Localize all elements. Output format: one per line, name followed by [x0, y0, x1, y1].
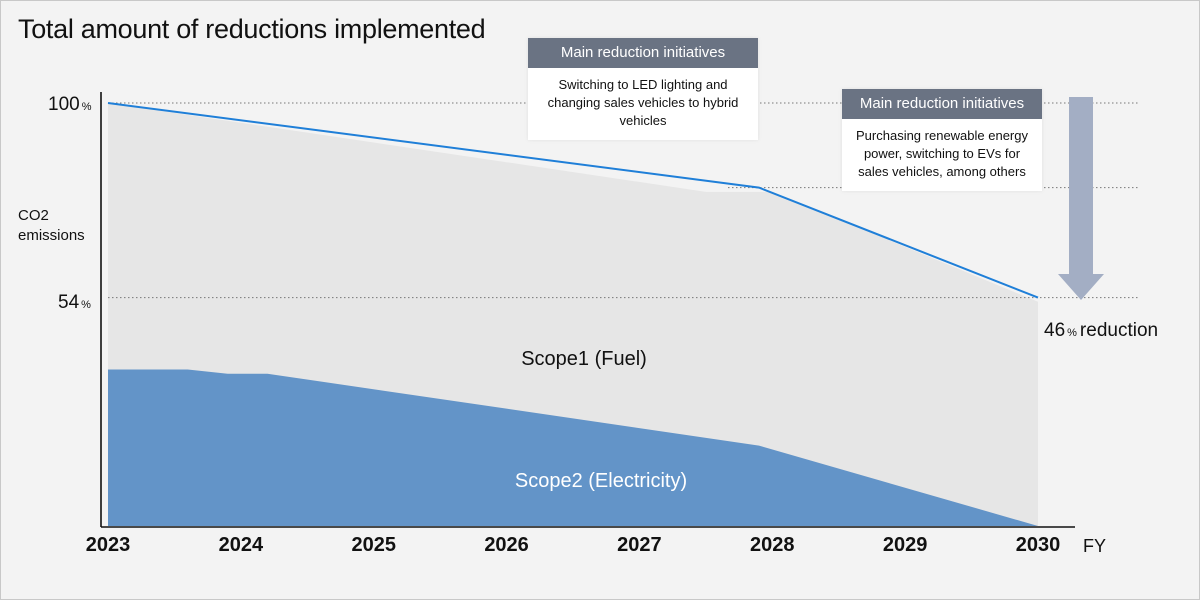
scope2-area — [108, 369, 1038, 526]
callout-2-header: Main reduction initiatives — [842, 89, 1042, 119]
y-tick-100: 100% — [48, 94, 91, 116]
y-tick-54-value: 54 — [58, 292, 80, 313]
y-tick-54-unit: % — [81, 299, 91, 311]
total-emissions-line — [107, 102, 1039, 299]
chart-title: Total amount of reductions implemented — [18, 14, 486, 44]
y-axis-label: CO2 emissions — [18, 207, 85, 244]
callout-initiatives-1: Main reduction initiatives Switching to … — [528, 38, 758, 140]
reduction-annotation: 46% reduction — [1044, 320, 1158, 342]
callout-initiatives-2: Main reduction initiatives Purchasing re… — [842, 89, 1042, 191]
x-tick-2030: 2030 — [1015, 534, 1061, 556]
x-tick-2025: 2025 — [351, 534, 396, 556]
scope2-area-label: Scope2 (Electricity) — [514, 470, 688, 492]
scope1-area-label: Scope1 (Fuel) — [521, 348, 647, 370]
y-tick-54: 54% — [58, 292, 91, 314]
reduction-arrow-icon — [1058, 97, 1104, 300]
y-tick-100-value: 100 — [48, 94, 80, 115]
reduction-value: 46 — [1044, 320, 1066, 341]
x-axis-unit: FY — [1083, 536, 1107, 556]
reduction-unit: % — [1067, 327, 1077, 339]
x-tick-2027: 2027 — [617, 534, 662, 556]
x-tick-2024: 2024 — [218, 534, 264, 556]
callout-1-body: Switching to LED lighting and changing s… — [547, 77, 739, 128]
y-tick-100-unit: % — [81, 101, 92, 113]
reduction-text: reduction — [1079, 320, 1159, 341]
x-tick-2029: 2029 — [882, 534, 928, 556]
callout-2-body: Purchasing renewable energy power, switc… — [856, 128, 1028, 179]
x-tick-2023: 2023 — [85, 534, 131, 556]
callout-1-header: Main reduction initiatives — [528, 38, 758, 68]
x-tick-2026: 2026 — [484, 534, 529, 556]
x-tick-2028: 2028 — [750, 534, 795, 556]
